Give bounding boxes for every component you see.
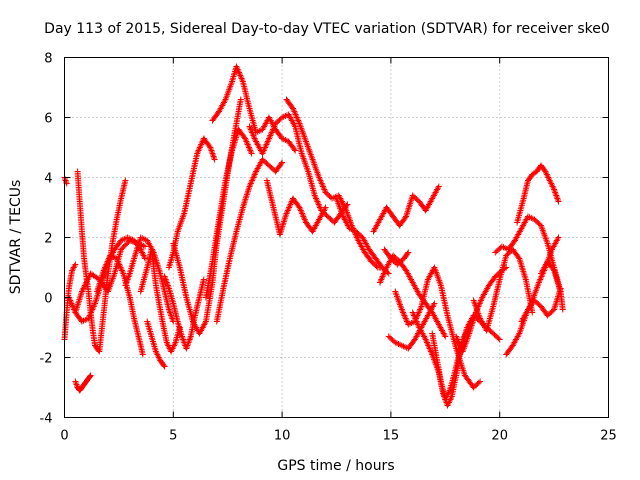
data-marker-trace [538,258,566,313]
series-arc-04 [72,372,94,394]
series-arc-25 [392,264,484,391]
series-arc-09 [137,246,183,355]
series-arc-28 [453,264,510,355]
data-marker-trace [202,126,255,301]
y-tick-label: -2 [40,352,53,367]
data-marker-trace [377,252,449,340]
series-arc-08 [122,234,177,325]
data-marker-trace [263,177,329,238]
series-arc-16 [213,156,286,325]
series-arc-14 [202,126,255,301]
series-arc-32 [514,162,562,226]
series-arc-20 [333,195,392,277]
data-marker-trace [518,285,564,325]
series-arc-15 [209,63,299,154]
data-marker-trace [370,183,442,235]
x-axis-label: GPS time / hours [277,458,394,474]
y-tick-label: 4 [44,172,52,187]
series-arc-10 [144,318,168,370]
data-marker-trace [246,111,351,226]
chart-title: Day 113 of 2015, Sidereal Day-to-day VTE… [44,21,610,37]
data-marker-trace [213,156,286,325]
series-arc-27 [429,324,473,403]
data-marker-trace [470,246,536,334]
x-tick-label: 15 [383,429,400,444]
series-arc-21 [370,183,442,235]
data-marker-trace [514,162,562,226]
x-tick-label: 5 [169,429,177,444]
series-arc-07 [94,252,146,358]
y-tick-label: 2 [44,232,52,247]
series-arc-18 [263,177,329,238]
data-marker-trace [94,252,146,358]
series-arc-02 [61,174,70,187]
series-arc-33 [518,285,564,325]
data-marker-trace [392,264,484,391]
y-tick-labels: -4 -2 0 2 4 6 8 [40,52,53,427]
data-marker-trace [209,63,299,154]
data-marker-trace [429,324,473,403]
x-tick-label: 0 [60,429,68,444]
data-marker-trace [453,264,510,355]
data-marker-trace [61,174,70,187]
series-arc-34 [538,258,566,313]
series-arc-12 [161,273,207,352]
series-arc-17 [246,111,351,226]
x-tick-label: 25 [600,429,617,444]
series-arc-23 [377,252,449,340]
x-tick-label: 20 [491,429,508,444]
series-arc-19 [283,96,386,271]
data-marker-trace [333,195,392,277]
data-marker-trace [144,318,168,370]
data-marker-trace [161,273,207,352]
y-tick-label: 8 [44,52,52,67]
x-tick-label: 10 [274,429,291,444]
series-arc-29 [470,246,536,334]
data-marker-trace [122,234,177,325]
data-marker-trace [72,372,94,394]
data-marker-trace [137,246,183,355]
x-tick-labels: 0 5 10 15 20 25 [60,429,616,444]
y-tick-label: 0 [44,292,52,307]
axis-ticks [64,57,609,418]
y-tick-label: 6 [44,112,52,127]
y-tick-label: -4 [40,412,53,427]
y-axis-label: SDTVAR / TECUs [8,180,24,295]
data-points [61,63,566,409]
data-marker-trace [283,96,386,271]
